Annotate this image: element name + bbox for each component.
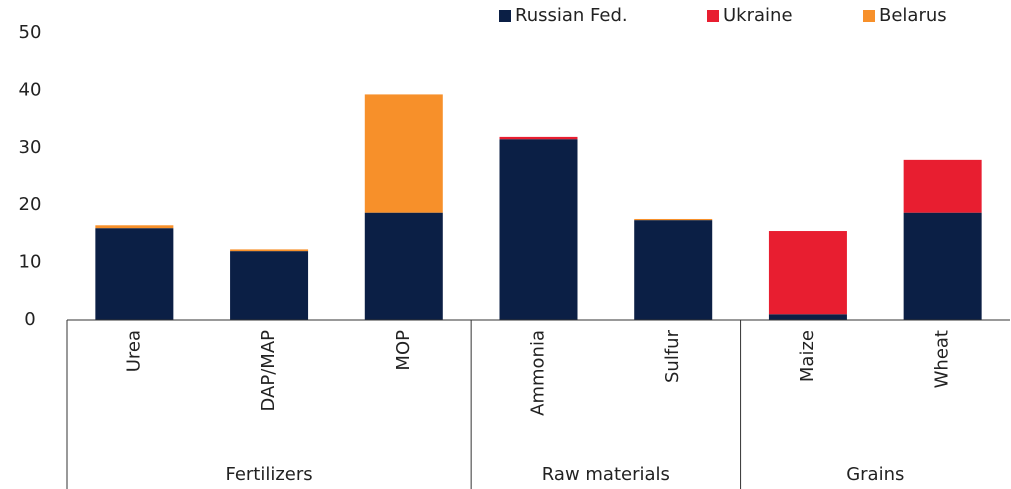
bar-segment	[634, 218, 713, 221]
bar-segment	[364, 94, 443, 213]
y-tick-label: 10	[19, 252, 42, 273]
x-tick-label: Urea	[123, 330, 144, 372]
bar-segment	[499, 136, 578, 140]
bar-segment	[634, 220, 713, 320]
y-tick-label: 50	[19, 22, 42, 43]
x-tick-label: Sulfur	[662, 329, 683, 383]
group-label: Raw materials	[542, 464, 670, 485]
legend-swatch	[499, 10, 511, 22]
x-tick-label: MOP	[393, 330, 414, 371]
bar-segment	[903, 159, 982, 213]
y-tick-label: 30	[19, 137, 42, 158]
legend-label: Belarus	[879, 5, 947, 26]
bar-segment	[903, 212, 982, 320]
y-tick-label: 20	[19, 194, 42, 215]
bar-segment	[364, 212, 443, 320]
bar-segment	[230, 251, 309, 320]
legend-label: Russian Fed.	[515, 5, 628, 26]
bar-segment	[95, 225, 174, 229]
bar-segment	[499, 139, 578, 320]
y-tick-label: 0	[24, 309, 35, 330]
x-tick-label: Ammonia	[528, 330, 549, 416]
bar-segment	[95, 228, 174, 320]
bar-segment	[768, 314, 847, 320]
legend-swatch	[863, 10, 875, 22]
x-tick-label: Wheat	[932, 330, 953, 388]
legend-swatch	[707, 10, 719, 22]
group-label: Grains	[846, 464, 904, 485]
x-tick-label: Maize	[797, 330, 818, 382]
bar-segment	[768, 231, 847, 315]
legend-label: Ukraine	[723, 5, 793, 26]
y-tick-label: 40	[19, 79, 42, 100]
bar-segment	[230, 249, 309, 252]
x-tick-label: DAP/MAP	[258, 330, 279, 412]
group-label: Fertilizers	[225, 464, 312, 485]
